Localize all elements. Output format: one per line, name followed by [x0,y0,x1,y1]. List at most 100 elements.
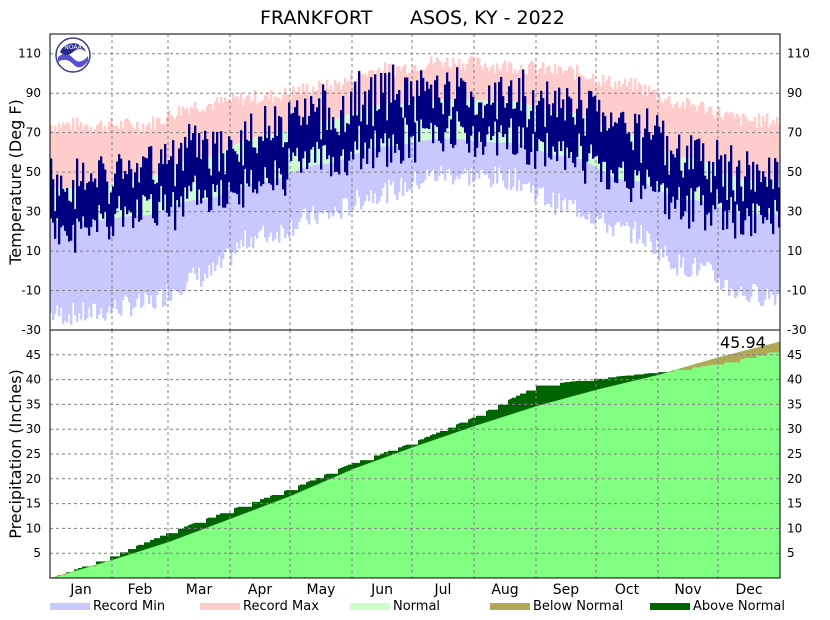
observed-temp-bar [296,100,299,148]
normal-range-bar [456,99,459,139]
observed-temp-bar [432,108,435,144]
record-max-bar [764,121,767,181]
record-max-bar [430,56,433,100]
record-max-bar [618,81,621,134]
above-normal-bar [602,378,605,389]
above-normal-bar [190,524,193,534]
above-normal-bar [612,377,615,386]
record-max-bar [692,103,695,159]
record-min-bar [594,166,597,225]
record-max-bar [286,94,289,131]
above-normal-bar [486,410,489,422]
above-normal-bar [344,466,347,473]
record-max-bar [702,102,705,162]
record-min-bar [226,192,229,249]
record-max-bar [334,80,337,120]
observed-temp-bar [538,100,541,140]
observed-temp-bar [560,108,563,152]
record-min-bar [632,180,635,229]
normal-range-bar [194,158,197,201]
above-normal-bar [278,494,281,501]
record-max-bar [302,83,305,125]
record-max-bar [714,118,717,167]
temperature-tick-left: 90 [26,86,41,100]
observed-temp-bar [634,113,637,171]
above-normal-bar [476,415,479,426]
record-max-bar [72,117,75,188]
above-normal-bar [518,395,521,412]
record-max-bar [552,73,555,112]
record-min-bar [378,146,381,202]
record-max-bar [768,127,771,181]
record-max-bar [668,96,671,153]
above-normal-bar [406,444,409,450]
above-normal-bar [432,434,435,441]
above-normal-bar [186,526,189,536]
month-label: Nov [674,582,701,598]
record-max-bar [560,67,563,113]
observed-temp-bar [212,131,215,185]
above-normal-bar [102,561,105,563]
observed-temp-bar [668,174,671,220]
record-min-bar [618,178,621,222]
observed-temp-bar [172,140,175,193]
above-normal-bar [252,501,255,511]
record-min-bar [234,188,237,254]
observed-temp-bar [678,134,681,188]
observed-temp-bar [100,156,103,214]
record-max-bar [620,87,623,134]
above-normal-bar [484,415,487,423]
record-min-bar [76,221,79,322]
observed-temp-bar [206,139,209,198]
record-max-bar [152,116,155,177]
above-normal-bar [510,398,513,415]
normal-range-bar [510,101,513,143]
observed-temp-bar [180,142,183,197]
observed-temp-bar [264,105,267,168]
chart-title-station: FRANKFORT [260,7,373,29]
observed-temp-bar [736,166,739,205]
observed-temp-bar [710,192,713,226]
record-min-bar [740,212,743,287]
record-min-bar [130,215,133,317]
below-normal-bar [690,365,693,370]
observed-temp-bar [592,96,595,159]
month-label: Oct [615,582,640,598]
record-max-bar [622,83,625,135]
record-max-bar [652,89,655,144]
temperature-tick-left: 70 [26,126,41,140]
observed-temp-bar [308,115,311,163]
observed-temp-bar [192,132,195,183]
record-max-bar [280,101,283,133]
above-normal-bar [634,374,637,381]
record-min-bar [106,219,109,313]
record-min-bar [404,144,407,182]
record-min-bar [746,213,749,301]
record-max-bar [180,114,183,163]
below-normal-bar [762,346,765,356]
above-normal-bar [648,373,651,378]
record-max-bar [608,75,611,130]
record-min-bar [152,213,155,308]
below-normal-bar [714,358,717,365]
above-normal-bar [318,477,321,484]
observed-temp-bar [348,124,351,161]
below-normal-bar [718,357,721,365]
record-max-bar [232,93,235,147]
record-max-bar [754,117,757,181]
record-max-bar [110,117,113,184]
observed-temp-bar [582,118,585,171]
above-normal-bar [372,460,375,462]
legend-item: Record Min [50,599,165,614]
observed-temp-bar [666,136,669,188]
record-max-bar [736,113,739,178]
precipitation-tick-right: 5 [787,546,795,560]
record-min-bar [636,181,639,244]
record-min-bar [148,214,151,304]
record-max-bar [372,70,375,107]
record-min-bar [630,180,633,244]
above-normal-bar [156,538,159,546]
observed-temp-bar [344,132,347,173]
record-min-bar [140,215,143,308]
above-normal-bar [262,499,265,507]
